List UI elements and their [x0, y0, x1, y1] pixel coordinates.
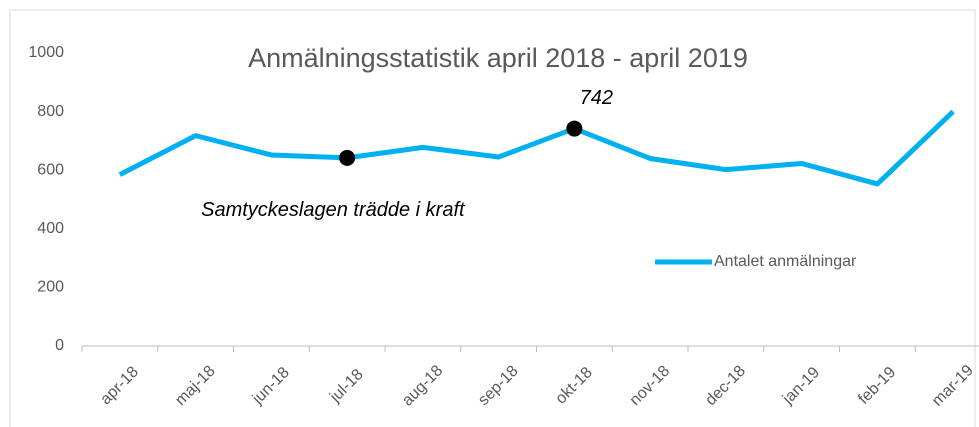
x-tick-label: nov-18 [627, 362, 674, 409]
series-line [118, 109, 955, 187]
x-tick-label: feb-19 [855, 364, 899, 408]
x-tick-label: apr-18 [97, 363, 142, 408]
y-tick-label: 400 [37, 220, 64, 237]
x-tick-label: jul-18 [326, 366, 366, 406]
y-tick-label: 1000 [28, 44, 64, 61]
y-tick-label: 800 [37, 103, 64, 120]
x-tick-label: mar-19 [929, 362, 977, 410]
chart-title: Anmälningsstatistik april 2018 - april 2… [248, 43, 748, 73]
chart-frame [9, 9, 976, 427]
x-tick-label: jan-19 [779, 364, 823, 408]
x-tick-label: aug-18 [399, 362, 446, 409]
data-label: 742 [580, 87, 613, 109]
x-tick-label: sep-18 [475, 362, 522, 409]
x-tick-label: jun-18 [249, 364, 293, 408]
x-tick-label: maj-18 [172, 362, 219, 409]
highlight-marker [566, 120, 583, 137]
annotation: Samtyckeslagen trädde i kraft [201, 199, 466, 221]
x-tick-label: okt-18 [552, 364, 596, 408]
legend-label: Antalet anmälningar [714, 253, 857, 270]
highlight-marker [339, 149, 356, 166]
y-tick-label: 600 [37, 161, 64, 178]
y-tick-label: 200 [37, 279, 64, 296]
y-tick-label: 0 [55, 337, 64, 354]
x-tick-label: dec-18 [702, 362, 749, 409]
